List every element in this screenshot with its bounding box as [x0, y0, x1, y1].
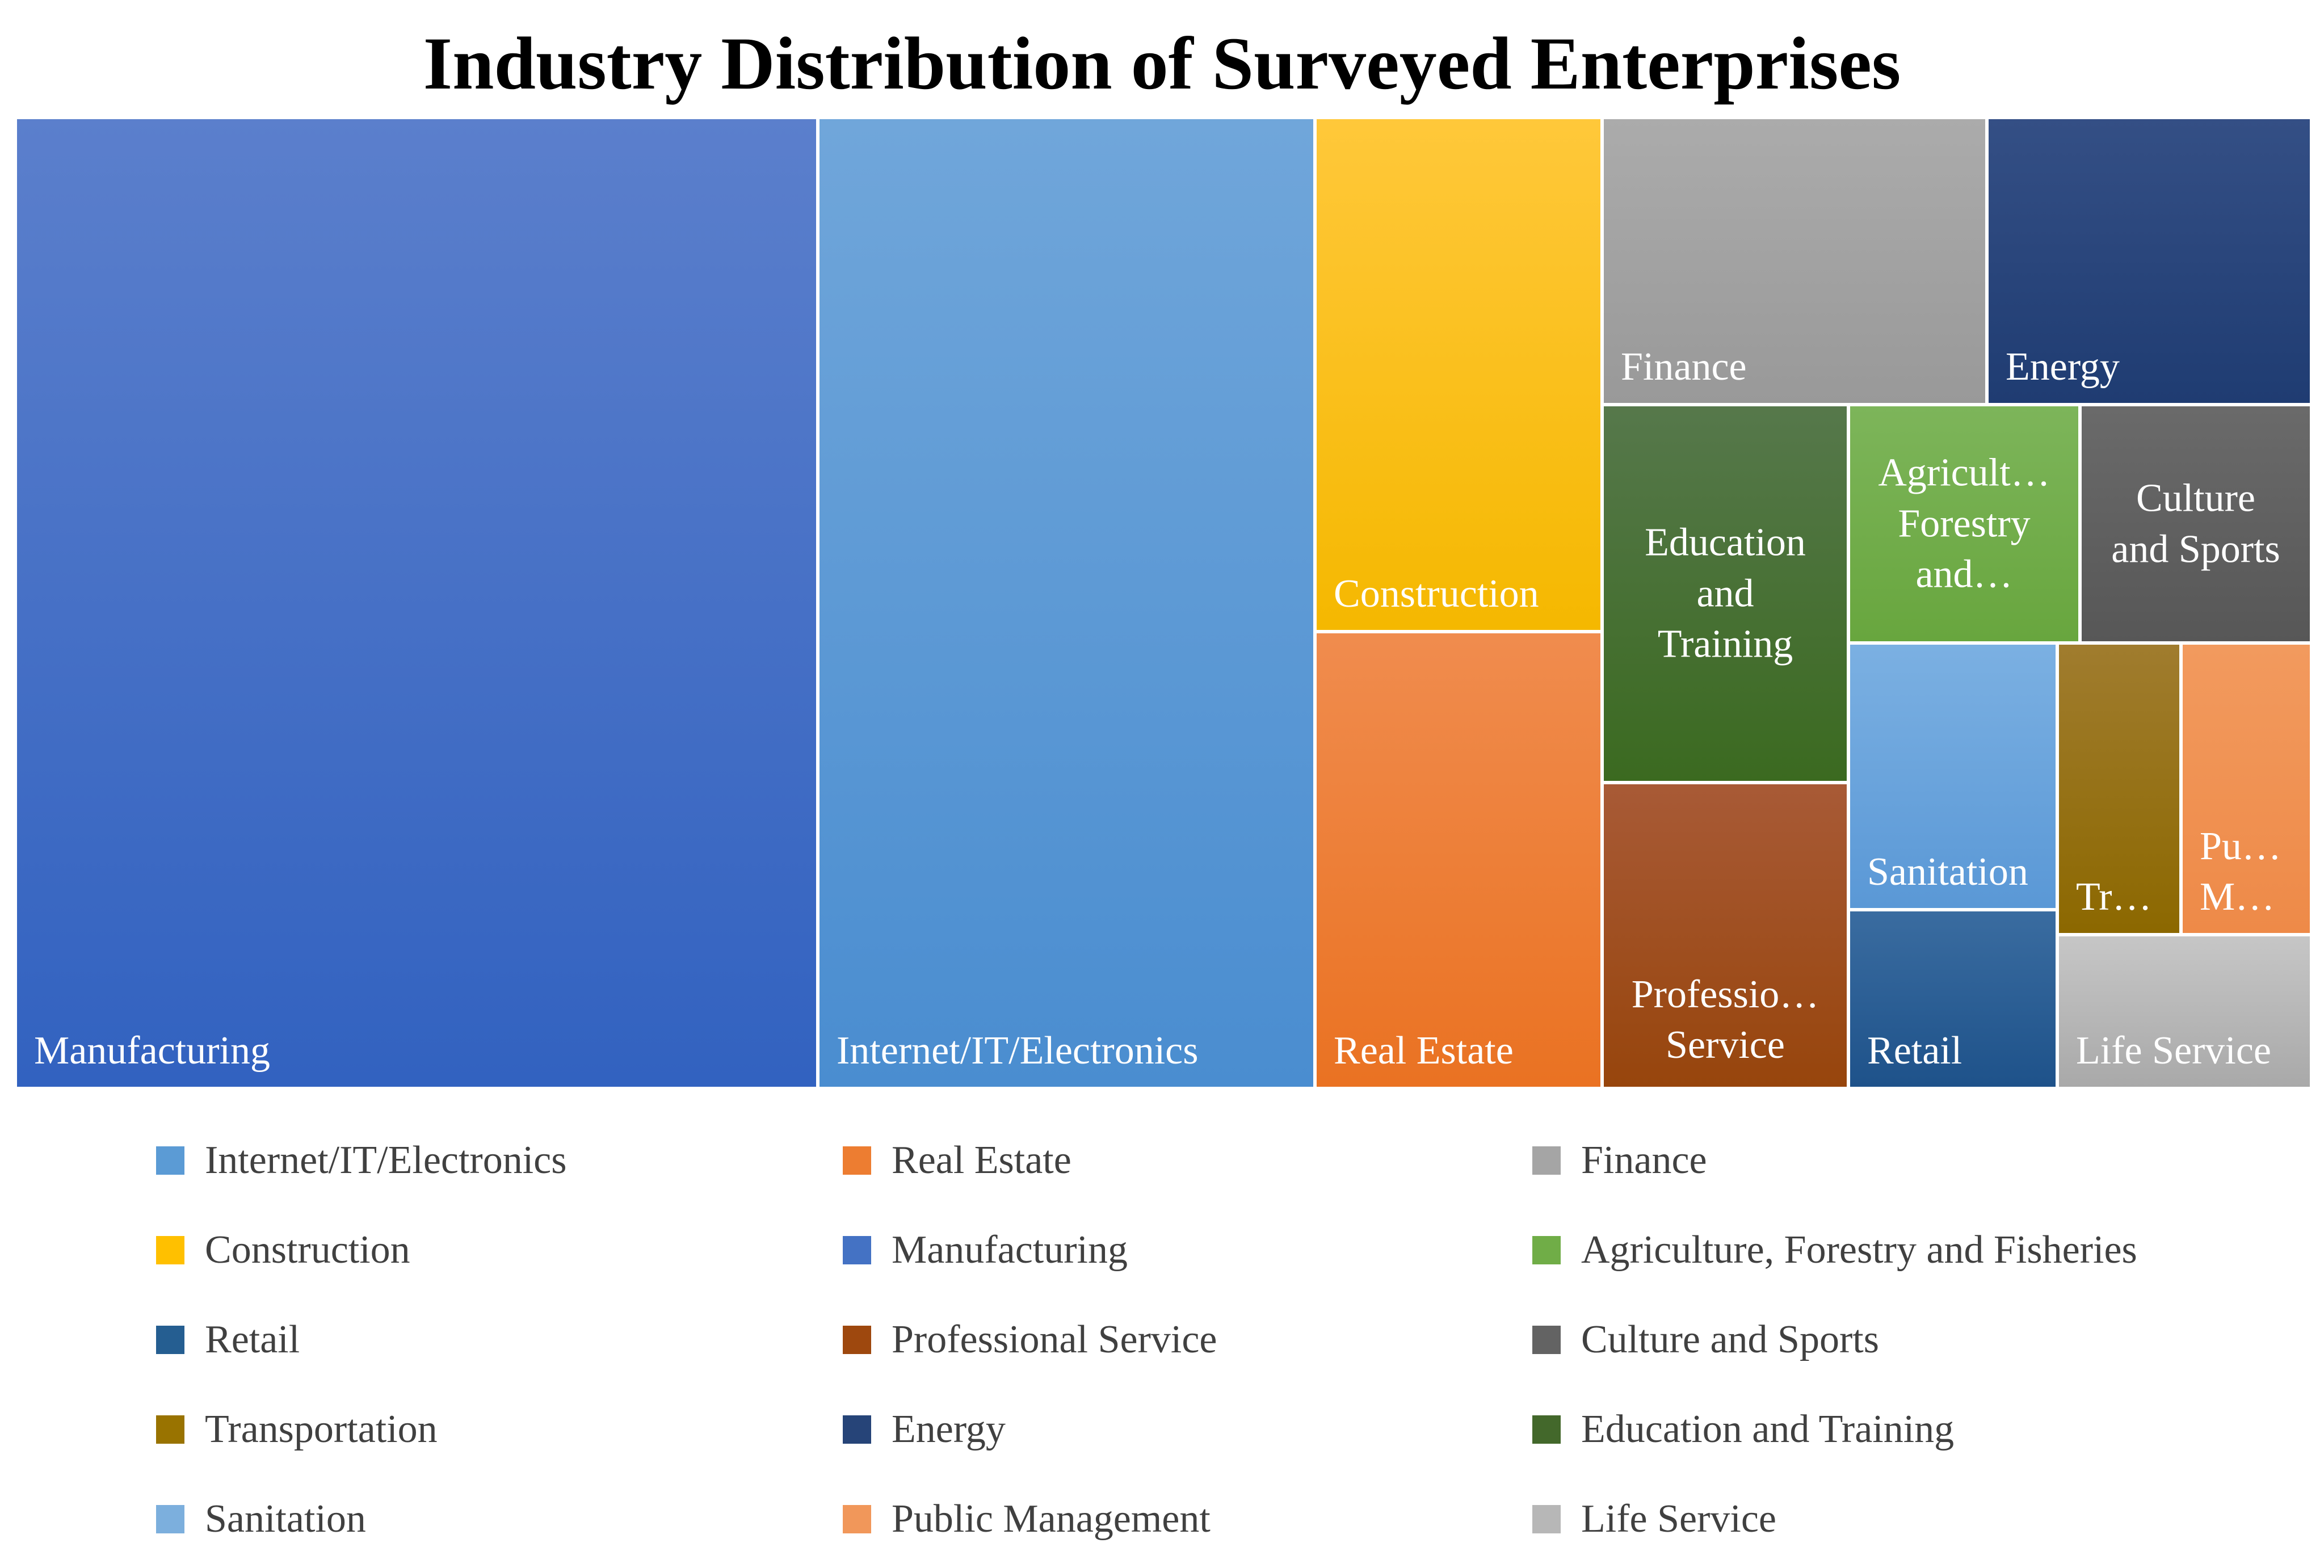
treemap-tile-label: Education and Training: [1645, 520, 1806, 666]
legend-label: Retail: [205, 1318, 300, 1361]
legend-label: Life Service: [1581, 1497, 1776, 1541]
legend-swatch: [843, 1326, 871, 1354]
treemap-tile-label: Real Estate: [1334, 1029, 1514, 1073]
treemap-tile: Internet/IT/Electronics: [820, 119, 1313, 1087]
legend-item: Professional Service: [843, 1309, 1217, 1371]
legend-swatch: [1532, 1415, 1561, 1444]
treemap-tile: Culture and Sports: [2082, 406, 2310, 641]
treemap-tile-label: Manufacturing: [34, 1029, 270, 1073]
treemap-tile: Manufacturing: [17, 119, 816, 1087]
treemap-tile: Retail: [1850, 911, 2056, 1087]
legend-swatch: [156, 1415, 184, 1444]
legend-swatch: [156, 1505, 184, 1533]
legend-label: Real Estate: [892, 1138, 1071, 1182]
legend-label: Manufacturing: [892, 1228, 1128, 1272]
legend: Internet/IT/Electronics Real Estate Financ…: [0, 1129, 2324, 1561]
legend-swatch: [843, 1236, 871, 1264]
legend-swatch: [843, 1505, 871, 1533]
legend-item: Finance: [1532, 1129, 1707, 1192]
treemap-tile-label: Life Service: [2076, 1029, 2271, 1073]
treemap: Manufacturing Internet/IT/Electronics Cons…: [17, 119, 2310, 1087]
treemap-tile-label: Culture and Sports: [2111, 476, 2280, 571]
legend-label: Culture and Sports: [1581, 1318, 1879, 1361]
chart-title: Industry Distribution of Surveyed Enterp…: [423, 22, 1901, 105]
treemap-tile: Life Service: [2059, 936, 2310, 1087]
treemap-tile: Finance: [1604, 119, 1985, 403]
legend-label: Sanitation: [205, 1497, 366, 1541]
legend-item: Life Service: [1532, 1488, 1776, 1550]
legend-item: Internet/IT/Electronics: [156, 1129, 567, 1192]
treemap-tile-label: Finance: [1621, 345, 1747, 389]
legend-label: Construction: [205, 1228, 410, 1272]
treemap-tile-label: Agricult… Forestry and…: [1878, 451, 2050, 596]
treemap-tile: Pu… M…: [2183, 645, 2310, 933]
legend-item: Construction: [156, 1219, 410, 1281]
legend-swatch: [1532, 1146, 1561, 1175]
legend-swatch: [156, 1146, 184, 1175]
treemap-tile-label: Retail: [1867, 1029, 1962, 1073]
legend-label: Public Management: [892, 1497, 1211, 1541]
legend-label: Education and Training: [1581, 1407, 1955, 1451]
treemap-tile: Construction: [1317, 119, 1600, 630]
legend-label: Transportation: [205, 1407, 438, 1451]
legend-swatch: [1532, 1236, 1561, 1264]
legend-label: Internet/IT/Electronics: [205, 1138, 567, 1182]
legend-item: Public Management: [843, 1488, 1211, 1550]
legend-item: Manufacturing: [843, 1219, 1128, 1281]
legend-item: Education and Training: [1532, 1398, 1954, 1461]
treemap-tile-label: Professio… Service: [1631, 972, 1819, 1067]
treemap-tile-label: Energy: [2006, 345, 2120, 389]
legend-item: Energy: [843, 1398, 1006, 1461]
treemap-tile: Tr…: [2059, 645, 2179, 933]
legend-swatch: [156, 1326, 184, 1354]
legend-item: Real Estate: [843, 1129, 1071, 1192]
legend-swatch: [843, 1415, 871, 1444]
treemap-tile: Energy: [1989, 119, 2310, 403]
treemap-tile: Agricult… Forestry and…: [1850, 406, 2078, 641]
legend-item: Agriculture, Forestry and Fisheries: [1532, 1219, 2137, 1281]
legend-label: Finance: [1581, 1138, 1707, 1182]
treemap-tile-label: Sanitation: [1867, 850, 2028, 894]
treemap-tile-label: Internet/IT/Electronics: [837, 1029, 1199, 1073]
legend-swatch: [156, 1236, 184, 1264]
legend-item: Culture and Sports: [1532, 1309, 1879, 1371]
legend-swatch: [843, 1146, 871, 1175]
legend-item: Transportation: [156, 1398, 438, 1461]
treemap-tile: Real Estate: [1317, 633, 1600, 1087]
treemap-tile-label: Pu… M…: [2200, 824, 2281, 919]
legend-label: Energy: [892, 1407, 1006, 1451]
legend-label: Professional Service: [892, 1318, 1217, 1361]
legend-label: Agriculture, Forestry and Fisheries: [1581, 1228, 2137, 1272]
legend-item: Retail: [156, 1309, 300, 1371]
legend-swatch: [1532, 1326, 1561, 1354]
legend-item: Sanitation: [156, 1488, 366, 1550]
treemap-tile: Education and Training: [1604, 406, 1847, 781]
treemap-tile: Professio… Service: [1604, 784, 1847, 1087]
treemap-tile: Sanitation: [1850, 645, 2056, 908]
treemap-tile-label: Construction: [1334, 572, 1539, 616]
treemap-tile-label: Tr…: [2076, 875, 2152, 919]
legend-swatch: [1532, 1505, 1561, 1533]
